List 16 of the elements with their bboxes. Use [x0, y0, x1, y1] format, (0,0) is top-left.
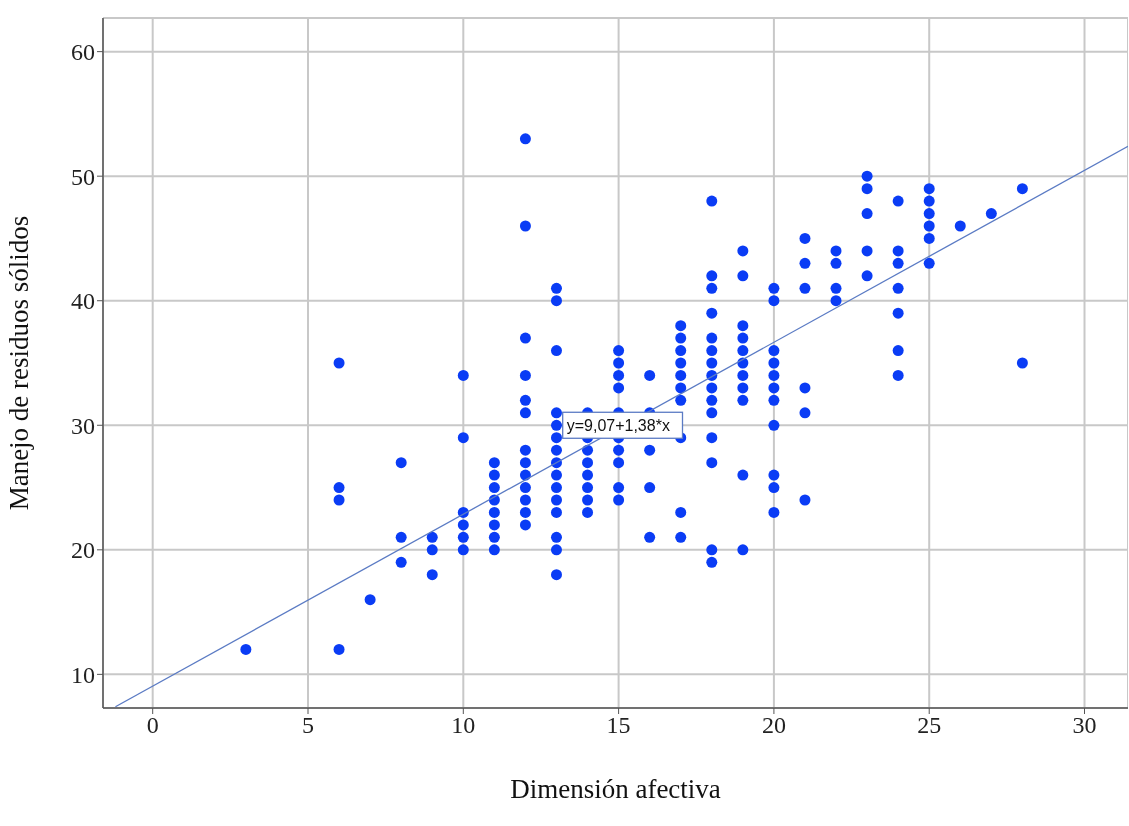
y-axis-title: Manejo de residuos sólidos — [3, 215, 34, 511]
x-tick-label: 5 — [302, 712, 314, 739]
x-tick-label: 10 — [451, 712, 476, 739]
y-tick-label: 60 — [71, 39, 95, 66]
y-tick-label: 10 — [71, 661, 95, 688]
annotation: y=9,07+1,38*x — [566, 417, 670, 435]
x-tick-label: 25 — [917, 712, 942, 739]
y-tick-label: 30 — [71, 412, 95, 439]
y-tick-label: 40 — [71, 288, 95, 315]
x-axis-title: Dimensión afectiva — [510, 774, 721, 804]
x-tick-label: 15 — [606, 712, 631, 739]
x-tick-label: 0 — [146, 712, 159, 739]
x-tick-label: 20 — [761, 712, 786, 739]
y-tick-label: 50 — [71, 163, 95, 190]
x-tick-label: 30 — [1072, 712, 1097, 739]
y-tick-label: 20 — [71, 537, 95, 564]
